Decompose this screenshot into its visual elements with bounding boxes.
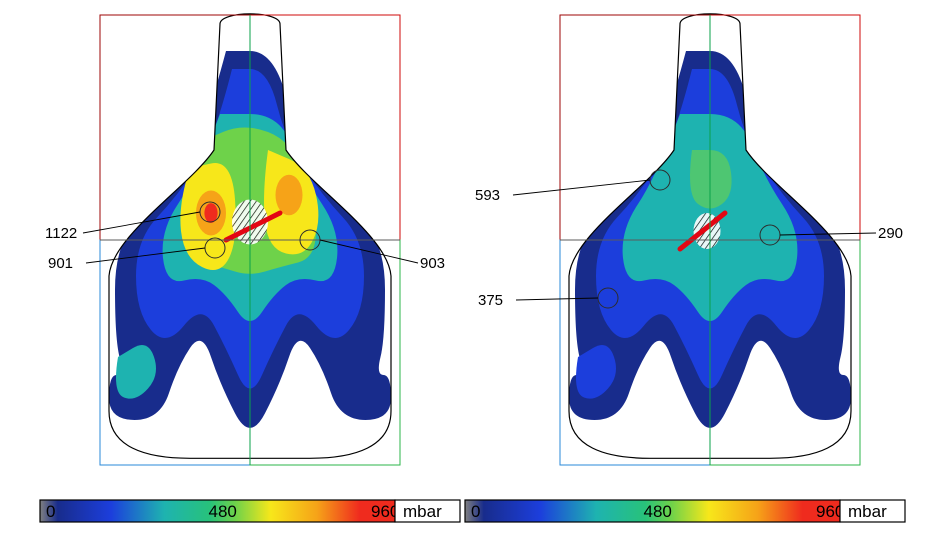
- colorbar-unit: mbar: [403, 502, 442, 521]
- colorbar-unit: mbar: [848, 502, 887, 521]
- colorbar-tick: 0: [46, 502, 55, 521]
- pressure-map-panel: 1122 901 903: [45, 14, 445, 465]
- callout-value: 593: [475, 187, 500, 204]
- colorbar: 0480960mbar: [465, 500, 905, 522]
- pressure-map-panel: 593 375 290: [475, 14, 903, 465]
- callout-value: 290: [878, 225, 903, 242]
- colorbar-tick: 0: [471, 502, 480, 521]
- callout-value: 903: [420, 255, 445, 272]
- callout-value: 375: [478, 292, 503, 309]
- callout-leader: [513, 180, 650, 195]
- callout-value: 901: [48, 255, 73, 272]
- colorbar-tick: 480: [644, 502, 672, 521]
- callout-value: 1122: [45, 225, 77, 242]
- colorbar-tick: 480: [209, 502, 237, 521]
- colorbar: 0480960mbar: [40, 500, 460, 522]
